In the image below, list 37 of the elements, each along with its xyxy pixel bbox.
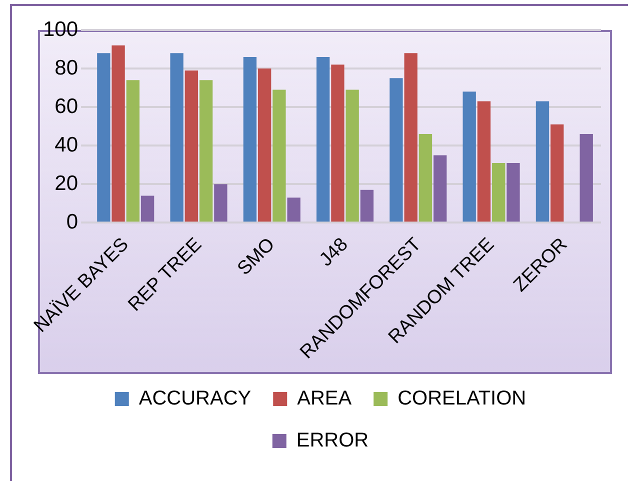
y-tick-label: 0 (66, 210, 78, 234)
bar (360, 190, 374, 222)
bar (390, 78, 403, 222)
bar (199, 80, 213, 222)
legend-label: CORELATION (398, 388, 526, 410)
bar (550, 124, 564, 222)
bar (346, 90, 359, 222)
bar (126, 80, 140, 222)
y-tick-label: 20 (54, 172, 78, 195)
legend-label: AREA (297, 388, 352, 410)
y-tick-label: 60 (54, 94, 78, 118)
bar (243, 56, 257, 222)
bar (140, 196, 154, 222)
bar (418, 134, 432, 222)
bar (112, 45, 125, 222)
bar (214, 184, 228, 222)
bar (287, 198, 300, 222)
bar (434, 155, 447, 222)
bar (404, 53, 418, 222)
bar (492, 162, 506, 222)
bar (580, 134, 593, 222)
legend-label: ERROR (296, 430, 369, 452)
bar (536, 101, 550, 222)
bar (316, 56, 330, 222)
bar (184, 70, 198, 222)
y-tick-label: 40 (54, 133, 78, 156)
bar (477, 101, 491, 222)
legend-label: ACCURACY (138, 388, 252, 410)
bar (506, 162, 520, 222)
bar (462, 92, 476, 222)
bar (258, 68, 272, 222)
bar (97, 53, 110, 222)
bar (272, 90, 286, 222)
y-tick-label: 80 (54, 56, 78, 80)
bar (170, 53, 184, 222)
bar (331, 64, 344, 222)
y-tick-label: 100 (42, 18, 78, 41)
